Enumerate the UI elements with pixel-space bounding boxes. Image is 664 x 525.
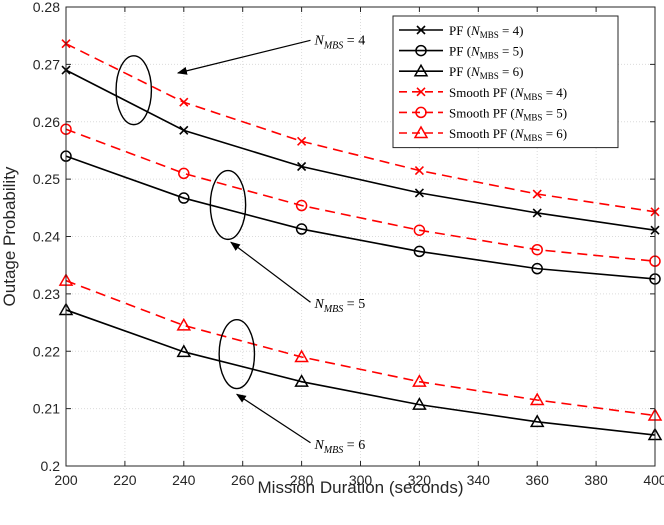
y-tick-label: 0.26 [33, 114, 60, 130]
x-tick-label: 360 [526, 472, 550, 488]
triangle-marker [413, 125, 429, 139]
annotation-arrow [176, 39, 311, 75]
annotation-3: NMBS = 6 [218, 318, 366, 456]
series-1 [61, 65, 660, 235]
legend-label: Smooth PF (NMBS = 5) [449, 105, 567, 122]
y-tick-label: 0.28 [33, 0, 60, 15]
annotation-ellipse [209, 169, 247, 241]
circle-marker [531, 243, 543, 256]
y-tick-label: 0.23 [33, 286, 60, 302]
x-tick-label: 220 [113, 472, 137, 488]
series-line [65, 128, 656, 262]
x-tick-label: 280 [290, 472, 314, 488]
annotation-label: NMBS = 6 [314, 438, 366, 456]
y-tick-label: 0.27 [33, 56, 60, 72]
triangle-marker [529, 414, 545, 428]
x-tick-label: 240 [172, 472, 196, 488]
x-tick-label: 300 [349, 472, 373, 488]
triangle-marker [413, 63, 429, 77]
circle-marker [415, 106, 427, 119]
circle-marker [413, 245, 426, 258]
annotation-ellipse [115, 55, 153, 126]
ticks-layer: 200 220 240 260 280 300 320 340 360 380 400 0.2 0.21… [33, 0, 664, 488]
annotation-2: NMBS = 5 [209, 169, 366, 315]
series-line [65, 155, 656, 280]
x-tick-label: 380 [584, 472, 608, 488]
circle-marker [295, 199, 308, 212]
y-tick-label: 0.22 [33, 343, 60, 359]
series-6 [58, 273, 663, 421]
annotation-label: NMBS = 4 [314, 33, 366, 51]
legend-entry: PF (NMBS = 5) [399, 44, 523, 61]
x-marker [414, 165, 424, 176]
x-axis-label: Mission Duration (seconds) [258, 478, 464, 497]
legend-label: PF (NMBS = 5) [449, 44, 523, 61]
legend: PF (NMBS = 4) PF (NMBS = 5) PF (NMBS = 6) S… [392, 15, 619, 149]
legend-label: PF (NMBS = 6) [449, 64, 523, 81]
circle-marker [531, 262, 543, 275]
triangle-marker [176, 344, 192, 358]
legend-entry: Smooth PF (NMBS = 4) [399, 85, 567, 102]
x-tick-label: 340 [467, 472, 491, 488]
circle-marker [295, 223, 308, 235]
circle-marker [413, 224, 426, 236]
annotation-label: NMBS = 5 [314, 297, 366, 315]
annotation-ellipse [218, 318, 256, 390]
triangle-marker [294, 374, 309, 387]
legend-label: PF (NMBS = 4) [449, 23, 523, 40]
series-line [65, 43, 656, 213]
legend-entry: Smooth PF (NMBS = 6) [399, 125, 567, 143]
annotation-1: NMBS = 4 [115, 33, 366, 126]
series-line [65, 309, 656, 436]
annotation-arrow [230, 241, 311, 303]
triangle-marker [529, 392, 545, 406]
legend-box [392, 15, 619, 149]
circle-marker [415, 44, 427, 57]
legend-entry: PF (NMBS = 4) [399, 23, 523, 40]
annotations-layer: NMBS = 4 NMBS = 5 NMBS = 6 [115, 33, 366, 456]
legend-label: Smooth PF (NMBS = 6) [449, 126, 567, 143]
x-marker [297, 136, 307, 146]
circle-marker [178, 192, 190, 204]
x-tick-label: 320 [408, 472, 432, 488]
series-layer [58, 39, 663, 441]
legend-entry: Smooth PF (NMBS = 5) [399, 105, 567, 122]
y-tick-label: 0.2 [41, 458, 61, 474]
triangle-marker [412, 374, 427, 387]
x-marker [297, 161, 307, 172]
legend-entry: PF (NMBS = 6) [399, 63, 523, 81]
x-marker [414, 188, 424, 198]
x-marker [179, 125, 189, 135]
x-marker [532, 208, 542, 218]
x-marker [416, 87, 426, 97]
y-axis-label: Outage Probability [0, 166, 19, 306]
circle-marker [178, 167, 190, 180]
y-tick-label: 0.24 [33, 229, 60, 245]
x-marker [532, 189, 542, 199]
x-marker [416, 25, 426, 35]
annotation-arrow [235, 393, 311, 444]
y-tick-label: 0.21 [33, 401, 60, 417]
x-tick-label: 400 [643, 472, 664, 488]
x-marker [179, 97, 189, 107]
y-tick-label: 0.25 [33, 171, 60, 187]
triangle-marker [294, 349, 309, 363]
x-tick-label: 200 [54, 472, 78, 488]
triangle-marker [176, 317, 192, 331]
legend-label: Smooth PF (NMBS = 4) [449, 85, 567, 102]
x-tick-label: 260 [231, 472, 255, 488]
series-line [65, 279, 656, 417]
series-5 [60, 123, 661, 267]
series-line [65, 69, 656, 231]
triangle-marker [412, 397, 427, 410]
